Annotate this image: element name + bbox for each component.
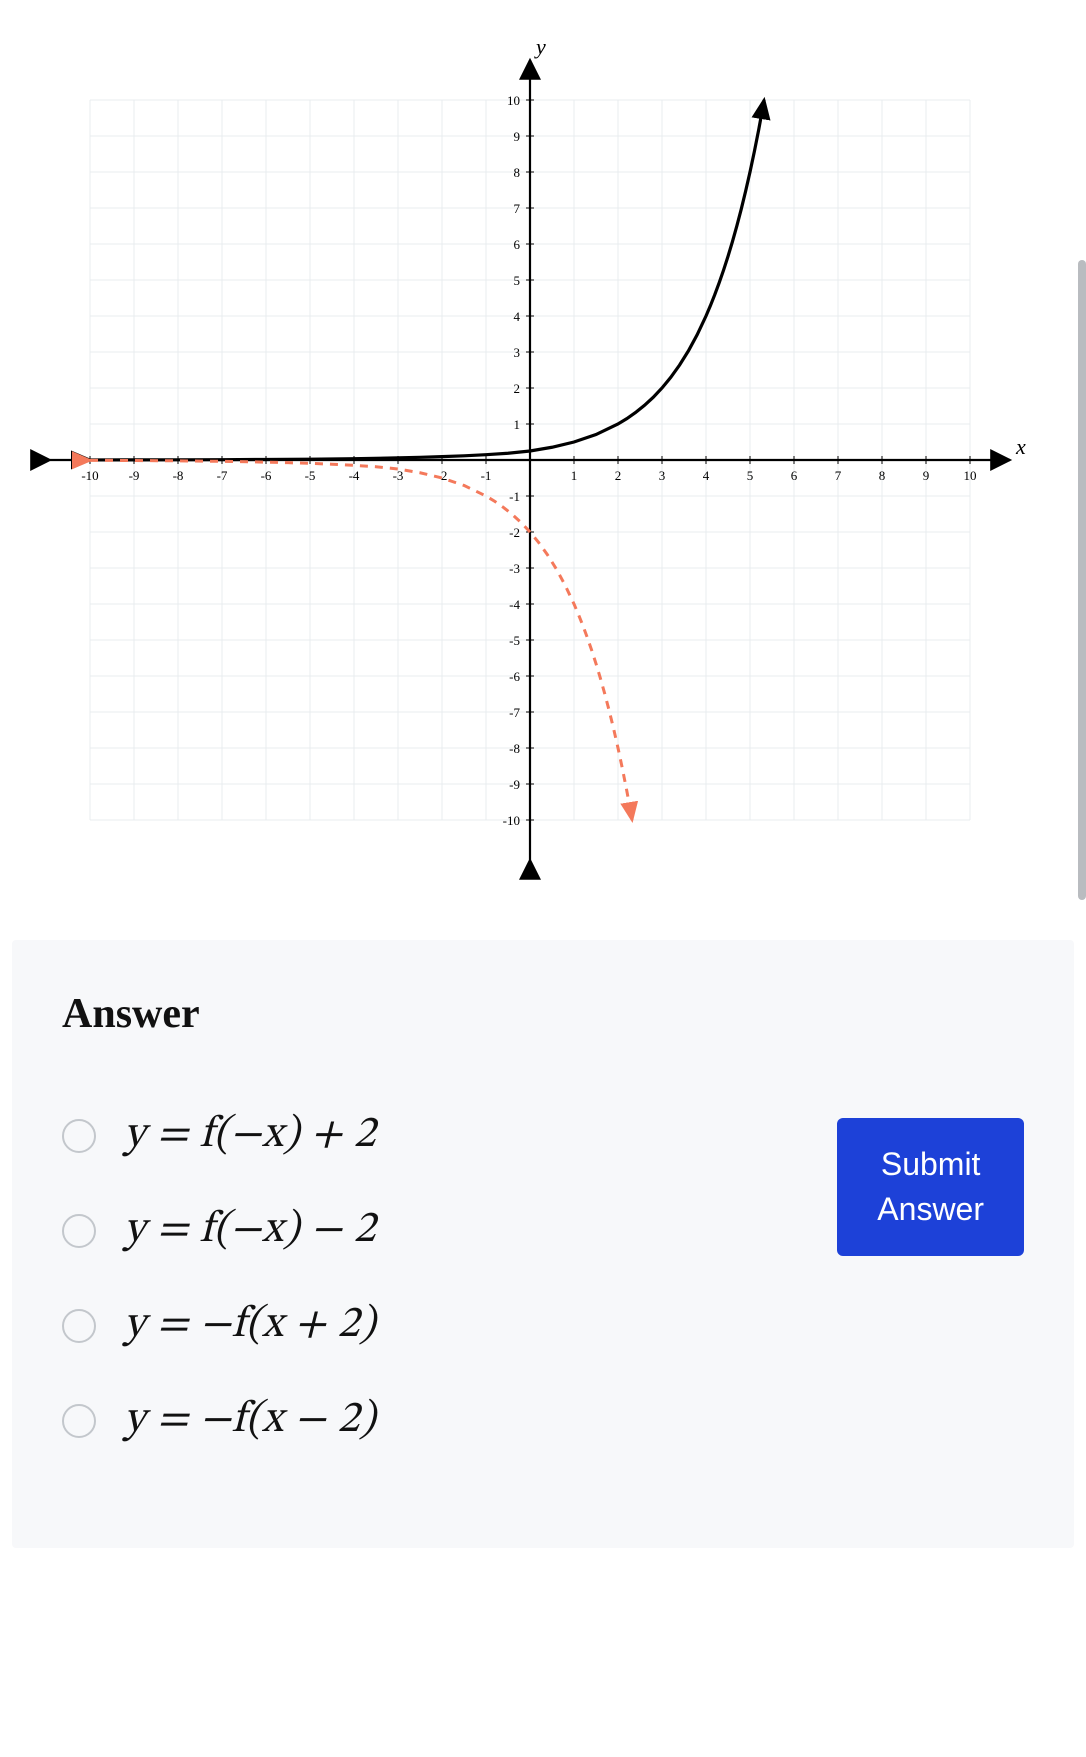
svg-text:3: 3: [659, 468, 666, 483]
svg-text:9: 9: [514, 129, 521, 144]
svg-text:4: 4: [703, 468, 710, 483]
svg-text:-8: -8: [173, 468, 184, 483]
svg-text:2: 2: [514, 381, 521, 396]
svg-text:10: 10: [964, 468, 977, 483]
svg-text:5: 5: [747, 468, 754, 483]
svg-text:-9: -9: [129, 468, 140, 483]
svg-text:9: 9: [923, 468, 930, 483]
submit-answer-button[interactable]: SubmitAnswer: [837, 1118, 1024, 1256]
option-3[interactable]: y = −f(x − 2): [62, 1393, 837, 1448]
radio-circle[interactable]: [62, 1214, 96, 1248]
option-0[interactable]: y = f(−x) + 2: [62, 1108, 837, 1163]
svg-text:-1: -1: [509, 489, 520, 504]
option-2[interactable]: y = −f(x + 2): [62, 1298, 837, 1353]
svg-text:10: 10: [507, 93, 520, 108]
svg-text:-2: -2: [509, 525, 520, 540]
svg-text:-6: -6: [509, 669, 520, 684]
radio-circle[interactable]: [62, 1119, 96, 1153]
svg-text:2: 2: [615, 468, 622, 483]
svg-text:-4: -4: [509, 597, 520, 612]
answer-heading: Answer: [62, 990, 1024, 1038]
svg-text:6: 6: [514, 237, 521, 252]
svg-text:-7: -7: [509, 705, 520, 720]
svg-text:1: 1: [514, 417, 521, 432]
svg-text:7: 7: [514, 201, 521, 216]
xy-chart: -10 -9 -8 -7 -6 -5 -4 -3 -2 -1 1 2 3 4 5 6 7 8 9 10 -10 -9 -8 -…: [30, 40, 1030, 880]
svg-text:5: 5: [514, 273, 521, 288]
option-label: y = −f(x − 2): [124, 1393, 376, 1448]
svg-text:8: 8: [879, 468, 886, 483]
svg-text:1: 1: [571, 468, 578, 483]
svg-text:-3: -3: [509, 561, 520, 576]
svg-text:-8: -8: [509, 741, 520, 756]
option-label: y = f(−x) + 2: [124, 1108, 376, 1163]
radio-circle[interactable]: [62, 1404, 96, 1438]
option-label: y = −f(x + 2): [124, 1298, 376, 1353]
svg-text:7: 7: [835, 468, 842, 483]
svg-text:-9: -9: [509, 777, 520, 792]
svg-text:-1: -1: [481, 468, 492, 483]
svg-text:-5: -5: [305, 468, 316, 483]
chart-container: -10 -9 -8 -7 -6 -5 -4 -3 -2 -1 1 2 3 4 5 6 7 8 9 10 -10 -9 -8 -…: [0, 0, 1086, 940]
svg-text:-10: -10: [503, 813, 520, 828]
option-label: y = f(−x) − 2: [124, 1203, 376, 1258]
svg-text:-7: -7: [217, 468, 228, 483]
svg-text:4: 4: [514, 309, 521, 324]
svg-text:3: 3: [514, 345, 521, 360]
svg-text:y: y: [534, 40, 546, 59]
svg-text:-5: -5: [509, 633, 520, 648]
svg-text:x: x: [1015, 434, 1026, 459]
answer-panel: Answer y = f(−x) + 2 y = f(−x) − 2 y = −f(…: [12, 940, 1074, 1548]
svg-text:8: 8: [514, 165, 521, 180]
svg-text:-4: -4: [349, 468, 360, 483]
svg-text:6: 6: [791, 468, 798, 483]
svg-text:-3: -3: [393, 468, 404, 483]
radio-circle[interactable]: [62, 1309, 96, 1343]
svg-text:-10: -10: [81, 468, 98, 483]
scrollbar-thumb[interactable]: [1078, 260, 1086, 900]
option-1[interactable]: y = f(−x) − 2: [62, 1203, 837, 1258]
svg-text:-6: -6: [261, 468, 272, 483]
svg-text:-2: -2: [437, 468, 448, 483]
options-list: y = f(−x) + 2 y = f(−x) − 2 y = −f(x + 2) y…: [62, 1108, 837, 1488]
